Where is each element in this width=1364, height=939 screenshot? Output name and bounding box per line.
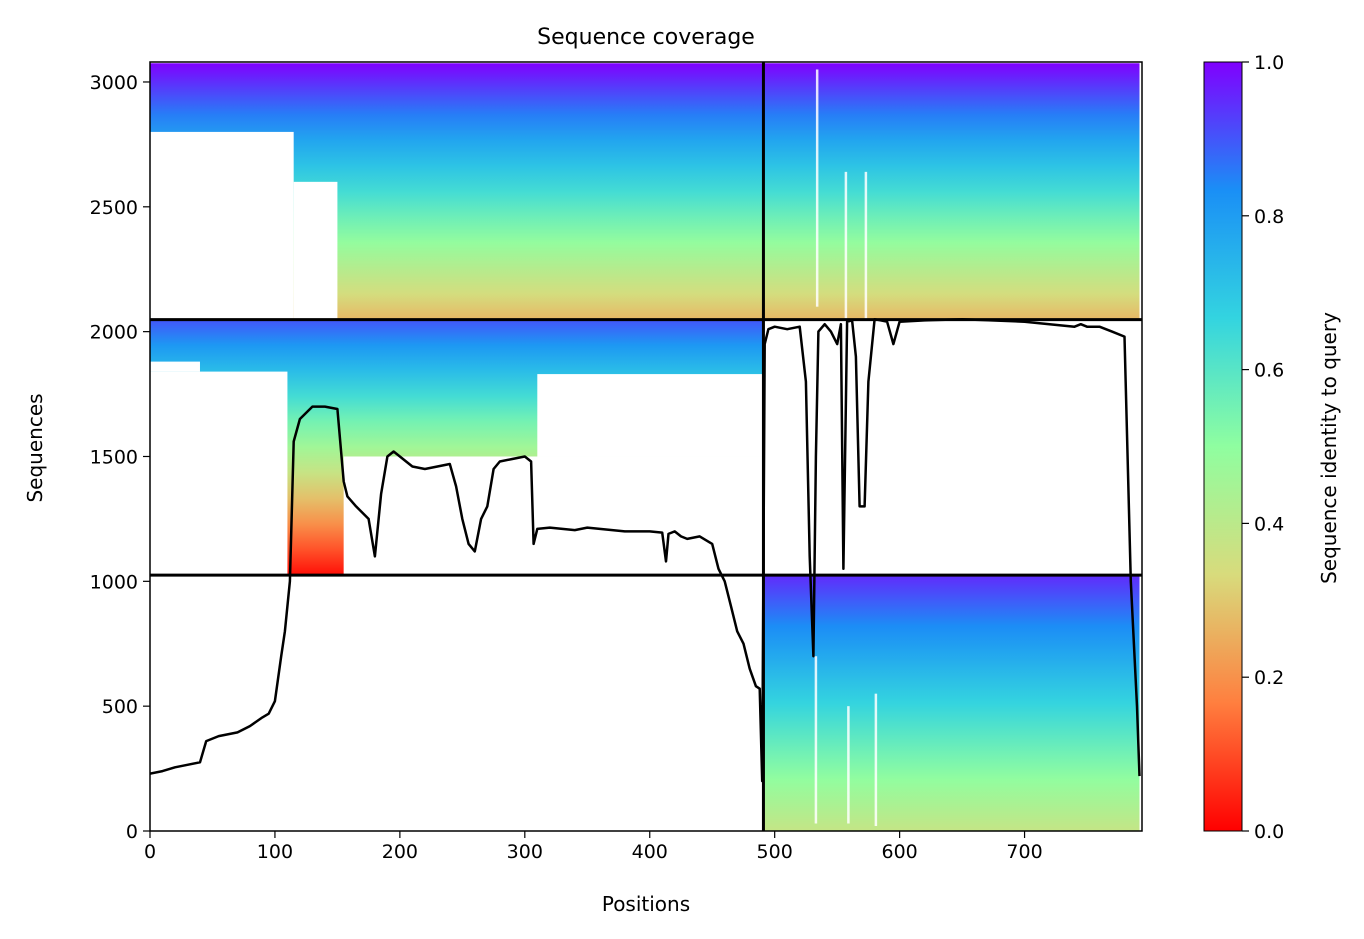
gap-streak [847, 706, 850, 824]
colorbar-tick-label: 0.2 [1254, 667, 1284, 689]
uncovered-region [537, 374, 764, 457]
x-tick-label: 700 [1006, 841, 1042, 863]
uncovered-region [293, 181, 338, 320]
x-tick-label: 300 [507, 841, 543, 863]
colorbar-ticks: 0.0 0.2 0.4 0.6 0.8 1.0 [1242, 52, 1284, 843]
gap-streak [814, 656, 818, 824]
uncovered-region [150, 371, 288, 576]
uncovered-region [150, 131, 294, 320]
colorbar-tick-label: 0.0 [1254, 821, 1284, 843]
colorbar-tick-label: 0.4 [1254, 513, 1284, 535]
plot-frame [149, 61, 1143, 832]
x-tick-label: 200 [382, 841, 418, 863]
uncovered-region [343, 456, 764, 576]
y-tick-label: 500 [102, 696, 138, 718]
uncovered-region [150, 361, 200, 372]
coverage-gaps [150, 69, 878, 831]
x-tick-label: 600 [881, 841, 917, 863]
y-tick-label: 1500 [90, 446, 138, 468]
x-tick-label: 500 [757, 841, 793, 863]
y-axis-label: Sequences [23, 393, 47, 502]
y-tick-label: 3000 [90, 72, 138, 94]
y-tick-label: 2000 [90, 322, 138, 344]
colorbar-label: Sequence identity to query [1317, 312, 1341, 584]
chart-title: Sequence coverage [537, 25, 755, 50]
y-tick-label: 2500 [90, 197, 138, 219]
block-bottom-right [763, 575, 1140, 831]
gap-streak [815, 69, 819, 307]
colorbar [1203, 61, 1243, 832]
colorbar-tick-label: 1.0 [1254, 52, 1284, 74]
uncovered-region [150, 575, 764, 831]
colorbar-tick-label: 0.8 [1254, 206, 1284, 228]
y-tick-label: 1000 [90, 571, 138, 593]
coverage-line-group [150, 317, 1141, 783]
gap-streak [864, 171, 868, 320]
x-tick-label: 100 [257, 841, 293, 863]
gap-streak [844, 171, 848, 320]
x-tick-label: 400 [632, 841, 668, 863]
x-axis: 0 100 200 300 400 500 600 700 [144, 831, 1043, 863]
colorbar-tick-label: 0.6 [1254, 360, 1284, 382]
y-axis: 0 500 1000 1500 2000 2500 3000 [90, 72, 150, 843]
x-axis-label: Positions [602, 892, 690, 916]
coverage-line [150, 317, 1141, 783]
gap-streak [874, 693, 878, 827]
y-tick-label: 0 [126, 821, 138, 843]
x-tick-label: 0 [144, 841, 156, 863]
